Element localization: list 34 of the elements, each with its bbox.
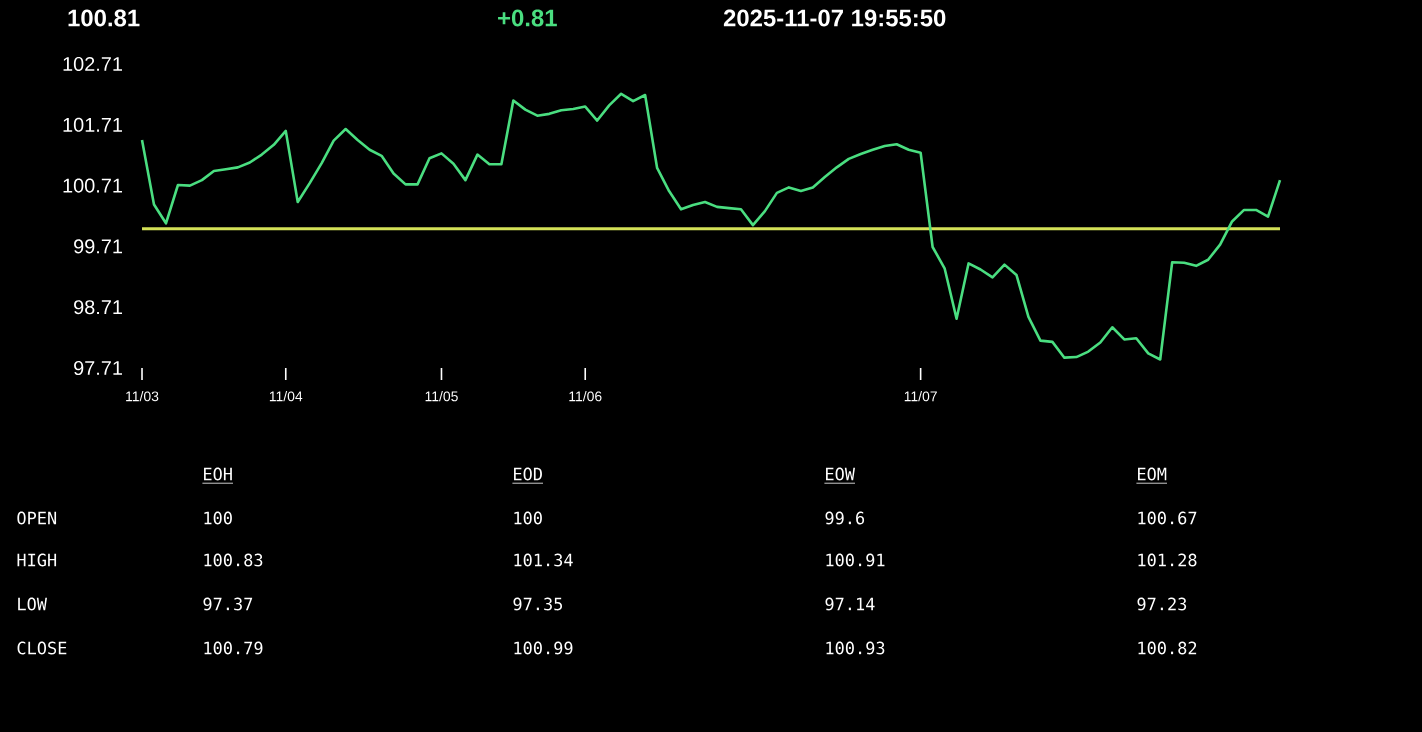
text: 97.23 — [1137, 597, 1187, 611]
y-tick-label: 97.71 — [74, 360, 123, 376]
text: 97.35 — [513, 597, 563, 611]
text: 101.34 — [514, 553, 573, 567]
category-label: HIGH — [17, 553, 57, 567]
text: 100.91 — [826, 553, 885, 567]
text: 99.6 — [825, 511, 865, 525]
text: 100.93 — [826, 641, 885, 655]
text: +0.81 — [498, 9, 557, 27]
text: 100 — [514, 511, 542, 525]
text: 2025-11-07 19:55:50 — [723, 9, 946, 27]
text: 100 — [204, 511, 232, 525]
line-series — [140, 92, 1282, 361]
category-label: EOM — [1138, 467, 1167, 481]
y-tick-label: 98.71 — [74, 300, 123, 315]
text: 100.79 — [204, 641, 263, 655]
text: 100.83 — [204, 553, 263, 567]
text: 100.67 — [1138, 511, 1197, 525]
category-label: LOW — [18, 597, 47, 611]
y-tick-label: 99.71 — [74, 239, 123, 254]
category-label: CLOSE — [17, 641, 67, 655]
text: 97.37 — [203, 597, 253, 611]
text: 101.28 — [1138, 553, 1197, 567]
text: 97.14 — [825, 597, 875, 611]
text: 100.99 — [514, 641, 573, 655]
y-tick-label: 102.71 — [63, 56, 122, 72]
y-tick-label: 100.71 — [63, 178, 122, 193]
text: 100.82 — [1138, 641, 1197, 655]
y-tick-label: 101.71 — [63, 117, 122, 132]
category-label: EOW — [826, 467, 855, 481]
category-label: OPEN — [17, 511, 57, 525]
text: 100.81 — [68, 9, 140, 27]
category-label: EOD — [514, 467, 542, 481]
category-label: EOH — [204, 467, 232, 481]
